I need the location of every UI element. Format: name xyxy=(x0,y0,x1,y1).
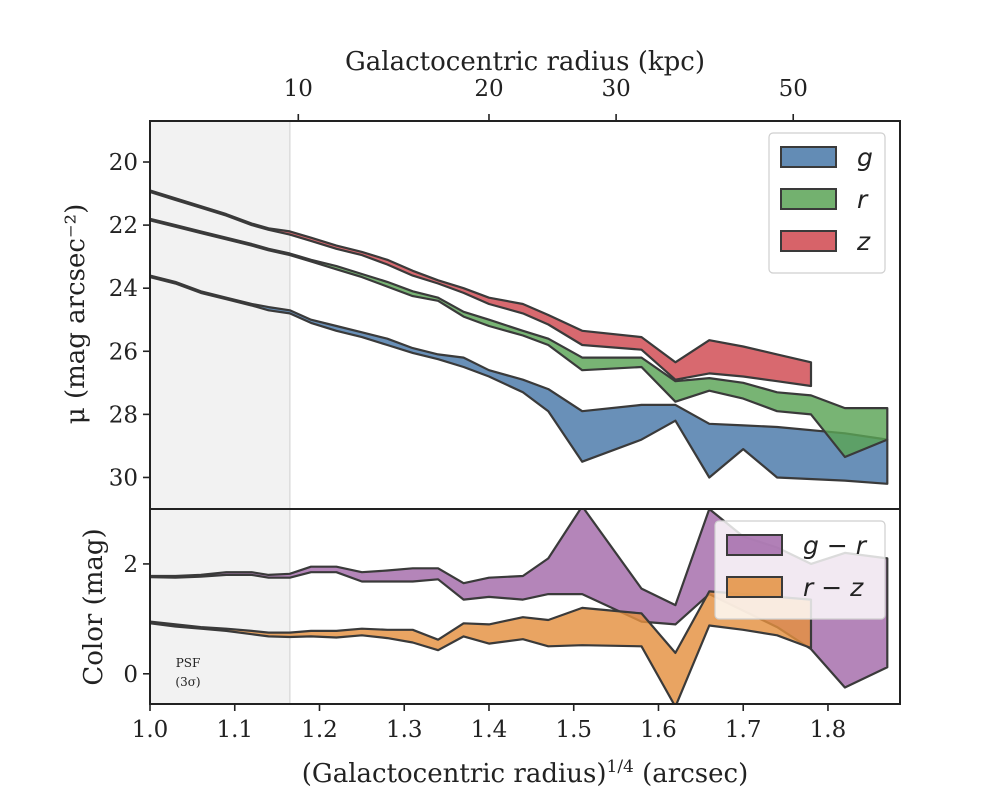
x-tick-label: 1.0 xyxy=(132,717,169,743)
legend-label: r xyxy=(857,185,869,214)
legend-swatch xyxy=(780,146,837,168)
band-gr xyxy=(150,509,889,689)
legend-swatch xyxy=(780,188,837,210)
legend-swatch xyxy=(726,534,783,556)
y-tick-label: 28 xyxy=(109,402,138,428)
top-x-tick-label: 10 xyxy=(284,76,313,102)
y-tick-label: 30 xyxy=(109,465,138,491)
x-axis-title: (Galactocentric radius)1/4 (arcsec) xyxy=(302,757,748,789)
band-z xyxy=(150,189,813,388)
psf-label-sigma: (3σ) xyxy=(175,675,200,689)
y-tick-label: 20 xyxy=(109,150,138,176)
x-tick-label: 1.5 xyxy=(555,717,592,743)
band-r xyxy=(150,217,889,459)
psf-label: PSF xyxy=(176,656,201,670)
psf-region xyxy=(150,121,290,509)
band-g xyxy=(150,274,889,485)
x-tick-label: 1.6 xyxy=(640,717,677,743)
legend-swatch xyxy=(726,576,783,598)
y-tick-label: 22 xyxy=(109,213,138,239)
top-axis-title: Galactocentric radius (kpc) xyxy=(345,47,705,77)
x-tick-label: 1.4 xyxy=(471,717,508,743)
x-axis-title-units: (arcsec) xyxy=(634,759,748,789)
legend-label: z xyxy=(856,227,871,256)
x-axis-title-main: (Galactocentric radius) xyxy=(302,759,607,789)
y-tick-label: 24 xyxy=(109,276,138,302)
legend: g − r r − z xyxy=(714,520,886,620)
surface-brightness-panel: 20 22 24 26 28 30 grz 10 20 30 50 xyxy=(109,76,901,510)
y-tick-label: 26 xyxy=(109,339,138,365)
top-x-tick-label: 20 xyxy=(474,76,503,102)
legend-swatch xyxy=(780,230,837,252)
legend-label: r − z xyxy=(803,573,864,602)
top-x-tick-label: 50 xyxy=(779,76,808,102)
x-tick-label: 1.7 xyxy=(725,717,762,743)
legend-label: g xyxy=(857,143,873,172)
y-axis-title-surface-brightness: μ (mag arcsec⁻²) xyxy=(61,204,91,424)
color-panel: 0 2 g − r r − z 1.0 1.1 1.2 1.3 1.4 1.5 1.6 1.7 1.8 P… xyxy=(123,508,901,743)
y-axis-title-color: Color (mag) xyxy=(79,528,109,685)
y-tick-label: 2 xyxy=(123,552,138,578)
legend: grz xyxy=(768,132,886,274)
x-tick-label: 1.3 xyxy=(386,717,423,743)
y-tick-label: 0 xyxy=(123,662,138,688)
x-tick-label: 1.8 xyxy=(810,717,847,743)
x-tick-label: 1.2 xyxy=(301,717,338,743)
legend-label: g − r xyxy=(803,531,868,560)
panel-frame xyxy=(149,508,901,705)
top-x-tick-label: 30 xyxy=(601,76,630,102)
x-axis-title-superscript: 1/4 xyxy=(607,757,634,777)
band-rz xyxy=(150,590,813,704)
psf-region xyxy=(150,509,290,704)
x-tick-label: 1.1 xyxy=(216,717,253,743)
